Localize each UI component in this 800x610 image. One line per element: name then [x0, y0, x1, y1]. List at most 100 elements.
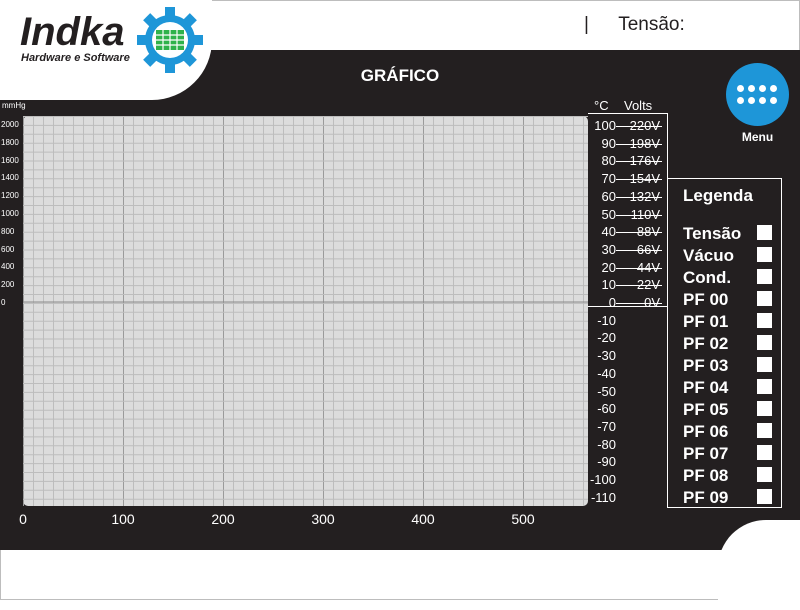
legend-item-label: PF 01 — [683, 312, 729, 331]
celsius-tick-label: 70 — [601, 171, 616, 187]
x-tick-label: 500 — [511, 511, 535, 527]
tensao-label: Tensão: — [618, 14, 685, 35]
volts-tick-line — [616, 249, 662, 251]
legend-checkbox[interactable] — [757, 379, 772, 394]
volts-tick-line — [616, 303, 662, 304]
volts-tick-label: 176V — [629, 153, 660, 169]
legend-item-label: PF 04 — [683, 378, 729, 397]
legend-checkbox[interactable] — [757, 467, 772, 482]
volts-tick-label: 220V — [629, 118, 660, 133]
left-tick-label: 200 — [1, 280, 15, 290]
left-tick-label: 0 — [1, 298, 6, 307]
left-tick-label: 1000 — [1, 209, 19, 218]
celsius-tick-label: -80 — [597, 436, 616, 452]
celsius-tick-label: -40 — [597, 365, 616, 381]
left-axis-unit: mmHg — [2, 101, 26, 110]
gear-logo-icon — [137, 7, 203, 73]
x-tick-label: 200 — [211, 511, 235, 527]
menu-dot — [770, 97, 777, 104]
menu-dot — [759, 97, 766, 104]
celsius-tick-label: -100 — [589, 472, 616, 487]
legend-item-label: PF 00 — [683, 290, 729, 309]
legend-title: Legenda — [683, 186, 753, 205]
celsius-tick-label: 40 — [601, 224, 616, 240]
celsius-tick-label: -90 — [597, 454, 616, 470]
celsius-axis-unit: °C — [594, 98, 609, 113]
legend-checkbox[interactable] — [757, 269, 772, 284]
volts-tick-label: 110V — [630, 206, 660, 222]
left-tick-label: 800 — [1, 226, 15, 236]
menu-button[interactable] — [726, 63, 789, 126]
left-tick-label: 600 — [1, 244, 15, 254]
left-tick-label: 1400 — [1, 173, 19, 183]
volts-tick-label: 198V — [629, 135, 660, 151]
volts-tick-label: 66V — [636, 241, 660, 257]
celsius-tick-label: -20 — [597, 330, 616, 346]
celsius-tick-label: 0 — [608, 295, 616, 310]
menu-dot — [748, 97, 755, 104]
celsius-tick-label: -110 — [590, 489, 616, 505]
tensao-readout: | Tensão: — [584, 14, 685, 36]
celsius-tick-label: 50 — [601, 206, 616, 222]
legend-checkbox[interactable] — [757, 401, 772, 416]
menu-dot — [770, 85, 777, 92]
menu-dot — [759, 85, 766, 92]
volts-tick-line — [616, 232, 662, 234]
menu-label[interactable]: Menu — [741, 130, 774, 144]
menu-dot — [737, 97, 744, 104]
volts-tick-line — [616, 126, 662, 127]
legend-checkbox[interactable] — [757, 225, 772, 240]
legend-item-label: PF 05 — [683, 400, 729, 419]
volts-tick-label: 154V — [629, 171, 660, 187]
legend-item-label: PF 09 — [683, 488, 729, 507]
volts-tick-label: 44V — [636, 259, 660, 275]
volts-axis-unit: Volts — [624, 98, 653, 113]
legend-item-label: PF 02 — [683, 334, 729, 353]
legend-checkbox[interactable] — [757, 489, 772, 504]
celsius-tick-label: 10 — [601, 277, 616, 293]
legend-checkbox[interactable] — [757, 445, 772, 460]
legend-panel — [667, 178, 782, 508]
legend-item-label: Cond. — [683, 268, 732, 287]
logo-name: Indka — [20, 10, 125, 54]
header-separator: | — [584, 14, 589, 35]
x-tick-label: 100 — [111, 511, 135, 527]
celsius-tick-label: 30 — [601, 241, 616, 257]
legend-item-label: PF 03 — [683, 356, 729, 375]
legend-checkbox[interactable] — [757, 247, 772, 262]
legend-checkbox[interactable] — [757, 423, 772, 438]
left-tick-label: 1600 — [1, 155, 19, 165]
volts-tick-label: 132V — [629, 188, 660, 204]
legend-item-label: PF 07 — [683, 444, 729, 463]
celsius-tick-label: 60 — [601, 188, 616, 204]
legend-item-label: PF 06 — [683, 422, 729, 441]
page-title: GRÁFICO — [360, 66, 440, 85]
volts-tick-line — [616, 267, 662, 269]
left-tick-label: 2000 — [1, 120, 19, 129]
menu-dot — [737, 85, 744, 92]
left-tick-label: 1200 — [1, 191, 19, 201]
volts-tick-label: 22V — [636, 277, 660, 293]
x-tick-label: 0 — [19, 511, 27, 527]
legend-item-label: Vácuo — [683, 246, 735, 265]
celsius-tick-label: 20 — [601, 259, 616, 275]
legend-checkbox[interactable] — [757, 291, 772, 306]
legend-checkbox[interactable] — [757, 313, 772, 328]
volts-tick-line — [616, 285, 662, 287]
chart-grid — [23, 116, 588, 506]
x-tick-label: 400 — [411, 511, 435, 527]
volts-tick-line — [616, 179, 662, 181]
celsius-tick-label: -50 — [597, 383, 616, 399]
celsius-tick-label: -60 — [597, 401, 616, 417]
celsius-tick-label: 90 — [601, 135, 616, 151]
volts-tick-line — [616, 214, 662, 216]
legend-checkbox[interactable] — [757, 357, 772, 372]
volts-tick-label: 88V — [636, 224, 660, 240]
celsius-tick-label: -10 — [597, 312, 616, 328]
legend-checkbox[interactable] — [757, 335, 772, 350]
menu-dot — [748, 85, 755, 92]
volts-tick-label: 0V — [644, 295, 660, 310]
legend-item-label: Tensão — [683, 224, 742, 243]
corner-cutout — [718, 520, 800, 610]
left-tick-label: 400 — [1, 262, 15, 272]
